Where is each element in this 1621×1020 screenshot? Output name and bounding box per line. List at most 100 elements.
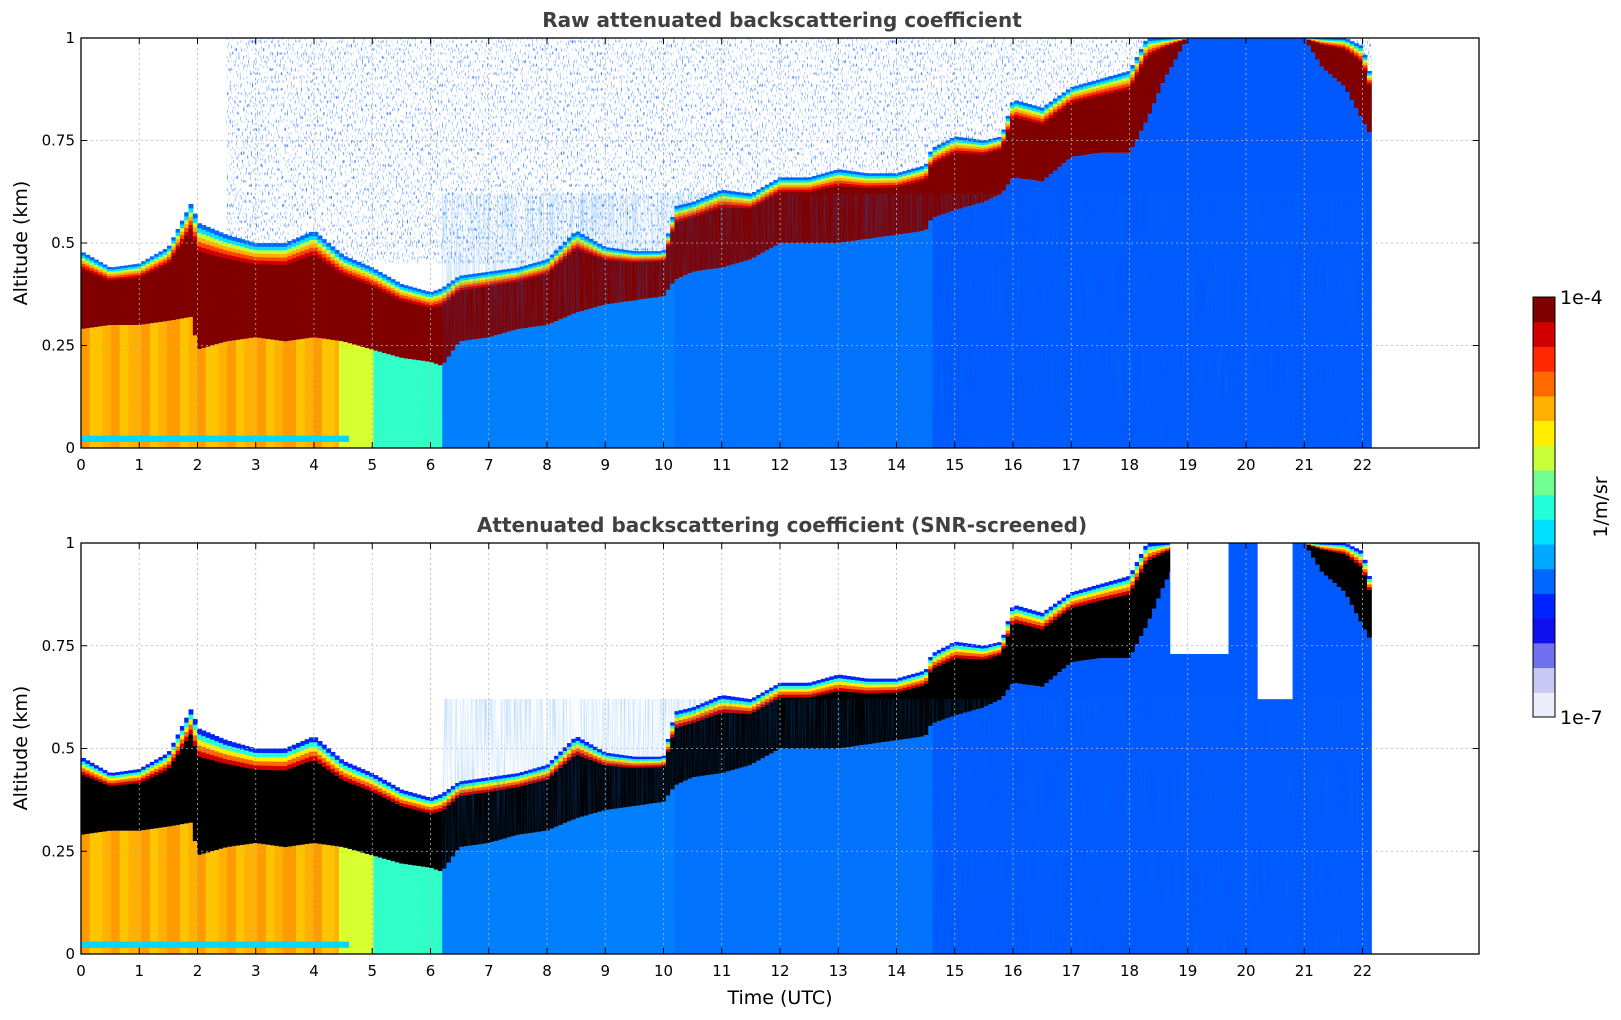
colorbar-max-label: 1e-4: [1560, 287, 1603, 309]
x-tick-label: 0: [76, 456, 86, 474]
x-tick-label: 5: [367, 962, 377, 980]
profile-column: [98, 262, 104, 448]
x-tick-label: 19: [1178, 456, 1197, 474]
x-tick-label: 21: [1295, 962, 1314, 980]
x-tick-label: 10: [654, 962, 673, 980]
profile-column: [124, 770, 129, 954]
profile-column: [369, 267, 375, 448]
profile-column: [210, 228, 215, 448]
profile-column: [313, 737, 319, 954]
x-tick-label: 7: [484, 456, 494, 474]
profile-column: [111, 267, 117, 448]
colorbar-step: [1533, 346, 1555, 372]
colorbar-step: [1533, 371, 1555, 397]
streak-texture: [442, 699, 1372, 954]
profile-column: [257, 748, 263, 954]
profile-column: [274, 748, 280, 954]
x-axis: 0 1 2 3 4 5 6 7 8 9 10 11 12 13 14 15 16 17 18 19 20 21 22: [76, 38, 1372, 474]
profile-column: [437, 288, 443, 448]
profile-column: [399, 284, 405, 448]
x-tick-label: 4: [309, 962, 319, 980]
profile-column: [390, 279, 396, 448]
profile-column: [205, 732, 211, 954]
profile-column: [85, 760, 91, 954]
profile-column: [210, 734, 215, 954]
profile-column: [373, 269, 379, 448]
x-tick-label: 19: [1178, 962, 1197, 980]
x-tick-label: 18: [1120, 456, 1139, 474]
profile-column: [416, 794, 422, 954]
x-tick-label: 20: [1236, 962, 1255, 980]
profile-column: [248, 241, 254, 448]
profile-column: [201, 730, 207, 954]
profile-column: [278, 243, 284, 448]
colorbar-step: [1533, 642, 1555, 669]
y-axis-label: Altitude (km): [10, 181, 32, 306]
profile-column: [265, 748, 271, 954]
x-tick-label: 15: [945, 962, 964, 980]
colorbar-step: [1533, 321, 1555, 347]
colorbar-step: [1533, 593, 1555, 619]
x-tick-label: 20: [1236, 456, 1255, 474]
profile-column: [296, 742, 301, 954]
profile-column: [89, 257, 95, 448]
profile-column: [356, 767, 362, 954]
profile-column: [235, 743, 241, 954]
profile-column: [308, 231, 314, 448]
profile-column: [420, 795, 426, 954]
x-tick-label: 2: [193, 962, 203, 980]
x-tick-label: 1: [134, 962, 144, 980]
profile-column: [412, 287, 418, 448]
profile-column: [167, 751, 172, 954]
colorbar-step: [1533, 667, 1555, 693]
x-tick-label: 22: [1353, 456, 1372, 474]
profile-column: [93, 765, 99, 954]
y-tick-label: 0.75: [42, 132, 75, 150]
x-tick-label: 1: [134, 456, 144, 474]
profile-column: [102, 264, 108, 448]
profile-column: [128, 264, 134, 448]
profile-column: [321, 239, 327, 448]
profile-column: [184, 212, 190, 448]
profile-column: [425, 796, 430, 954]
x-tick-label: 21: [1295, 456, 1314, 474]
x-tick-label: 13: [829, 456, 848, 474]
profile-column: [240, 239, 246, 448]
profile-column: [222, 739, 228, 954]
profile-column: [429, 797, 435, 954]
profile-column: [149, 761, 155, 954]
profile-column: [201, 225, 207, 448]
x-tick-label: 9: [600, 456, 610, 474]
panel-title: Attenuated backscattering coefficient (S…: [477, 513, 1087, 537]
profile-column: [175, 734, 181, 954]
profile-column: [330, 751, 336, 954]
heatmap-area: [81, 543, 1479, 954]
colorbar-step: [1533, 420, 1555, 446]
streak-texture: [442, 193, 1372, 448]
y-axis-label: Altitude (km): [10, 686, 32, 811]
profile-column: [149, 256, 155, 448]
profile-column: [184, 717, 190, 954]
profile-column: [317, 740, 323, 954]
profile-column: [339, 253, 344, 448]
profile-column: [111, 772, 117, 954]
profile-column: [377, 271, 383, 448]
colorbar-step: [1533, 469, 1555, 496]
y-tick-label: 0.5: [51, 740, 75, 758]
profile-column: [81, 757, 86, 954]
near-ground-strip: [81, 941, 349, 948]
y-tick-label: 0: [65, 945, 75, 963]
profile-column: [360, 769, 366, 954]
profile-column: [218, 232, 224, 448]
colorbar-step: [1533, 297, 1555, 323]
profile-column: [287, 241, 293, 448]
profile-column: [339, 759, 344, 954]
profile-column: [158, 757, 164, 954]
profile-column: [373, 775, 379, 954]
colorbar-step: [1533, 568, 1555, 594]
profile-column: [321, 744, 327, 954]
profile-column: [330, 246, 336, 448]
profile-column: [343, 256, 349, 448]
profile-column: [175, 228, 181, 448]
profile-column: [93, 259, 99, 448]
